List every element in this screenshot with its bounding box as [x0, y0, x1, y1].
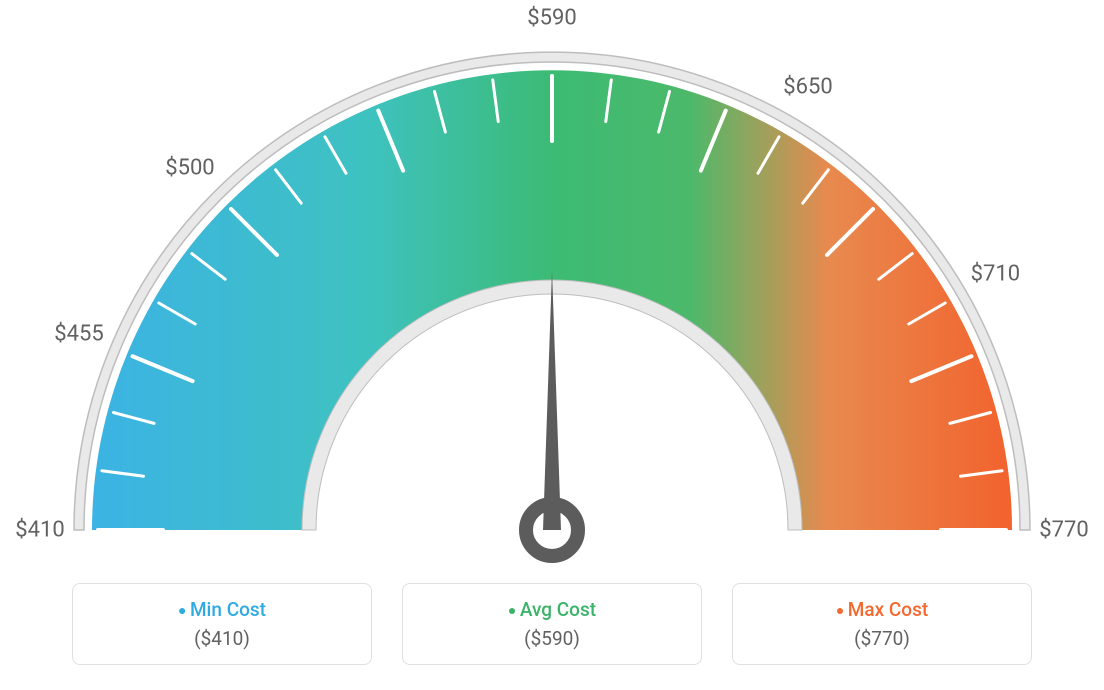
legend-row: Min Cost ($410) Avg Cost ($590) Max Cost… — [0, 583, 1104, 665]
gauge-tick-label: $455 — [54, 322, 103, 347]
gauge-area: $410 $455 $500 $590 $650 $710 $770 — [0, 0, 1104, 570]
legend-label-avg: Avg Cost — [403, 598, 701, 621]
legend-label-min: Min Cost — [73, 598, 371, 621]
legend-card-avg: Avg Cost ($590) — [402, 583, 702, 665]
gauge-tick-label: $590 — [527, 6, 576, 31]
cost-gauge-chart: $410 $455 $500 $590 $650 $710 $770 Min Cost ($… — [0, 0, 1104, 690]
gauge-svg — [0, 0, 1104, 570]
legend-value-min: ($410) — [73, 627, 371, 650]
legend-value-max: ($770) — [733, 627, 1031, 650]
gauge-tick-label: $410 — [15, 518, 64, 543]
legend-value-avg: ($590) — [403, 627, 701, 650]
gauge-tick-label: $710 — [971, 262, 1020, 287]
legend-card-max: Max Cost ($770) — [732, 583, 1032, 665]
legend-label-max: Max Cost — [733, 598, 1031, 621]
gauge-tick-label: $500 — [165, 155, 214, 180]
gauge-tick-label: $650 — [783, 74, 832, 99]
gauge-tick-label: $770 — [1039, 518, 1088, 543]
legend-card-min: Min Cost ($410) — [72, 583, 372, 665]
